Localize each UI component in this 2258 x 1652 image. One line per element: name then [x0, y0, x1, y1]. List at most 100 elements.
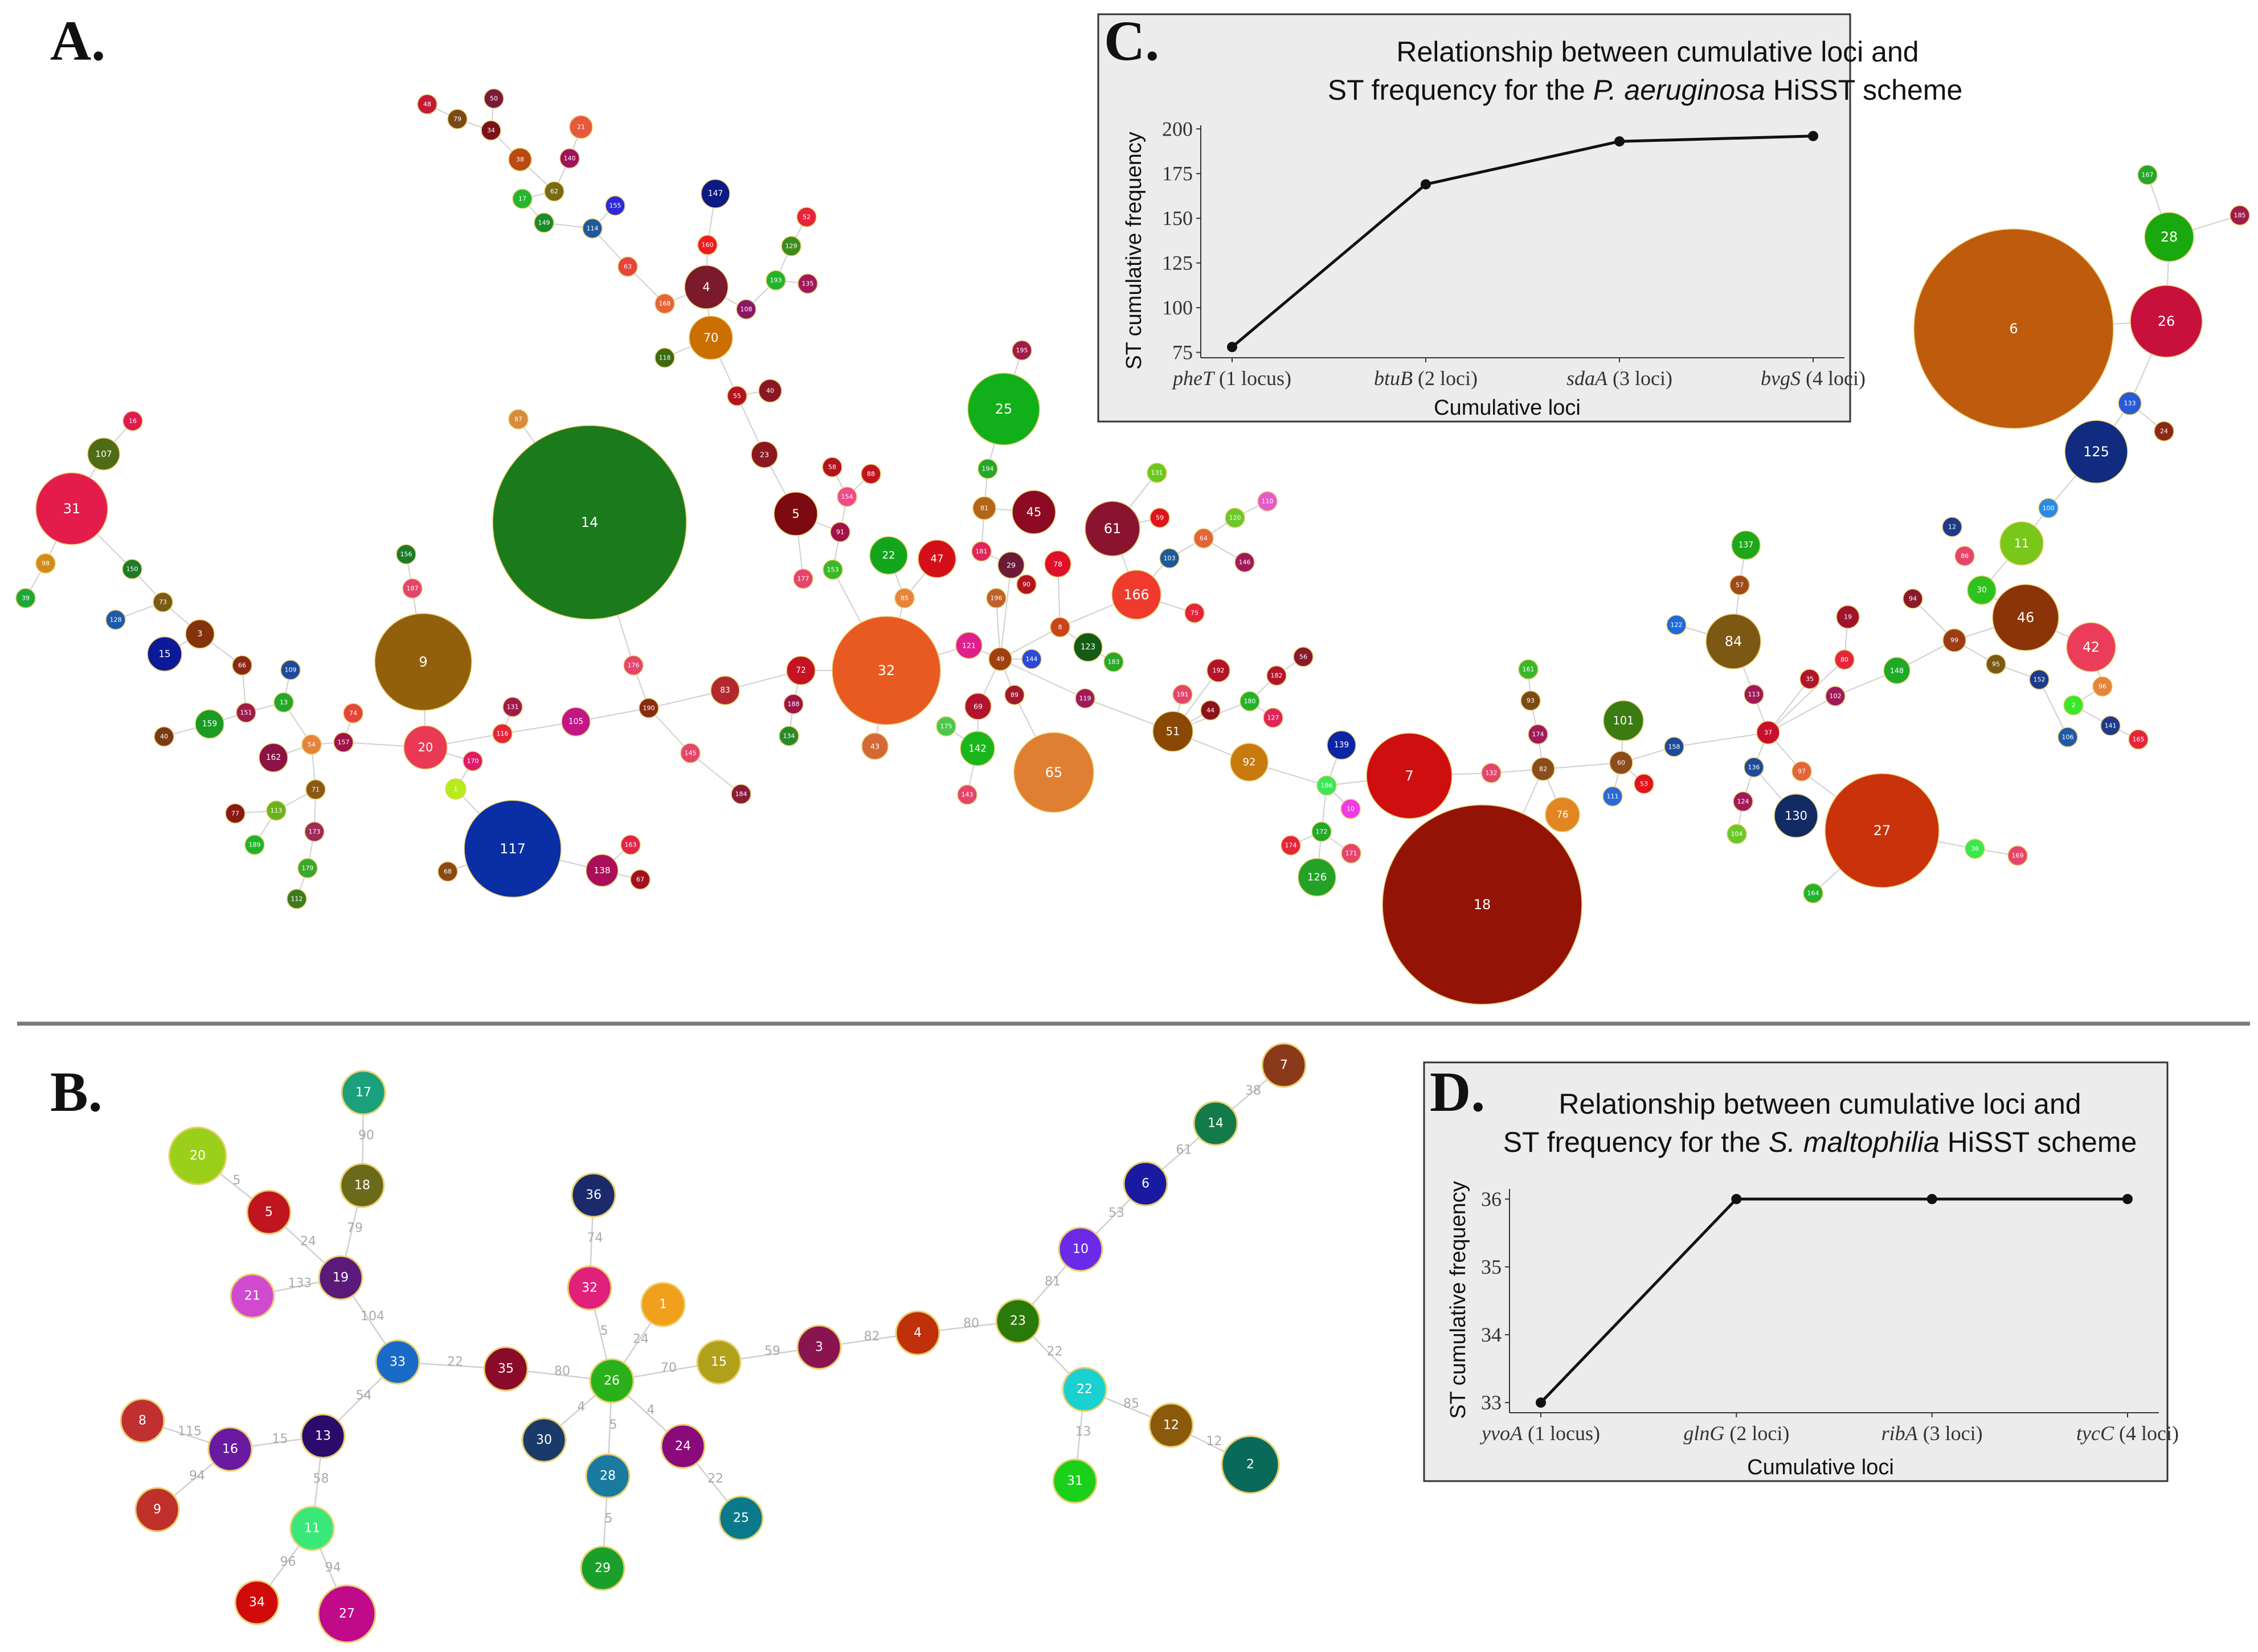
chart-d-title-line2: ST frequency for the S. maltophilia HiSS… [1503, 1126, 2137, 1158]
network-a-node-label: 181 [976, 548, 988, 555]
network-a-node: 192 [1206, 659, 1230, 682]
network-a-node: 176 [623, 655, 644, 676]
network-a-node-label: 105 [568, 717, 583, 726]
network-b-node: 31 [1052, 1458, 1098, 1504]
network-b-node-circle [796, 1324, 842, 1370]
network-a-node-label: 119 [1079, 695, 1091, 702]
network-a-node: 183 [1103, 652, 1124, 672]
network-a-node: 19 [1836, 605, 1860, 629]
network-a-node: 188 [783, 694, 804, 714]
network-a-node-circle [287, 889, 307, 909]
chart-d-y-tick-label: 35 [1481, 1256, 1502, 1278]
network-a-node: 16 [122, 411, 143, 431]
network-b-node: 7 [1261, 1042, 1307, 1088]
network-a-node-circle [630, 869, 651, 890]
chart-d-frame [1423, 1061, 2169, 1482]
network-a-node-label: 167 [2142, 171, 2154, 179]
network-a-node: 43 [861, 733, 889, 760]
network-a-node-label: 87 [514, 416, 522, 423]
network-a-node: 4 [684, 265, 729, 309]
chart-c-ylabel: ST cumulative frequency [1122, 132, 1146, 370]
network-a-node: 31 [35, 472, 108, 545]
network-a-node-circle [534, 212, 554, 233]
network-a-node-circle [1293, 647, 1314, 667]
network-a-node-circle [936, 716, 956, 737]
network-a-node: 193 [766, 270, 786, 291]
network-b-node-label: 14 [1208, 1117, 1224, 1131]
network-a-node-label: 60 [1617, 759, 1625, 767]
network-b-node: 33 [375, 1339, 420, 1385]
network-a-node-label: 112 [291, 895, 303, 903]
network-a-node: 113 [266, 800, 287, 821]
network-a-node: 101 [1603, 700, 1644, 741]
network-a-node-label: 192 [1213, 667, 1225, 674]
network-b-node-circle [696, 1339, 742, 1385]
network-a-node: 39 [15, 588, 36, 608]
network-a-node-circle [1883, 657, 1911, 684]
network-a-node: 57 [1729, 575, 1750, 595]
network-a-node: 79 [447, 109, 468, 129]
network-a-node-circle [481, 120, 501, 141]
network-a-node-circle [1103, 652, 1124, 672]
network-a-node-circle [1075, 688, 1095, 709]
network-a-node: 185 [2230, 205, 2250, 226]
network-a-node-label: 68 [444, 868, 452, 876]
network-b-node-circle [1221, 1435, 1280, 1494]
network-a-node-label: 53 [1640, 780, 1648, 788]
network-a-node: 52 [796, 207, 817, 227]
network-a-node-label: 159 [202, 719, 217, 729]
network-a-node: 103 [1159, 548, 1180, 569]
network-b-node: 25 [718, 1495, 764, 1541]
network-a-node: 127 [1263, 708, 1283, 728]
network-b-edge-label: 94 [189, 1469, 205, 1483]
network-a-node-circle [861, 464, 881, 484]
network-a-node: 14 [492, 425, 687, 620]
network-a-node: 174 [1528, 724, 1548, 745]
chart-d-y-tick-label: 36 [1481, 1188, 1502, 1211]
network-a-node-circle [964, 693, 992, 720]
network-b-node: 26 [589, 1358, 635, 1404]
network-a-node-circle [2007, 845, 2028, 866]
network-b-node-label: 30 [536, 1433, 552, 1447]
network-a-edge [690, 753, 742, 795]
chart-c-y-tick-label: 100 [1162, 296, 1193, 319]
network-a-node-label: 114 [587, 225, 599, 232]
network-a-node-circle [1012, 340, 1032, 361]
network-a-node-label: 64 [1200, 535, 1208, 542]
network-a-node: 90 [1016, 574, 1037, 595]
network-a-node-label: 147 [708, 189, 723, 198]
network-a-node: 94 [1903, 588, 1923, 609]
network-a-node: 3 [185, 619, 215, 649]
network-a-node-label: 44 [1206, 707, 1214, 714]
network-a-node: 128 [105, 610, 126, 630]
network-a-node-label: 58 [828, 464, 836, 471]
network-a-node-label: 163 [625, 841, 637, 849]
network-a-node-circle [832, 616, 941, 725]
network-a-node-circle [1234, 552, 1255, 573]
network-a-node: 40 [154, 726, 174, 747]
network-a-node-label: 85 [901, 595, 909, 602]
network-a-node-circle [244, 835, 265, 855]
network-a-node: 166 [1111, 570, 1161, 620]
network-a-node: 10 [1340, 799, 1361, 819]
network-a-node-label: 94 [1909, 595, 1917, 603]
network-b-node: 28 [585, 1453, 631, 1499]
network-a-node-label: 166 [1123, 587, 1149, 603]
network-b-node-circle [1058, 1226, 1103, 1272]
network-b-edge-label: 4 [578, 1400, 586, 1414]
network-a-node-circle [1666, 615, 1687, 635]
network-a-node: 123 [1073, 632, 1103, 662]
chart-d-data-point [1536, 1397, 1546, 1408]
network-b-node-circle [1148, 1402, 1194, 1448]
network-b-node-circle [317, 1584, 377, 1643]
network-b-node-circle [300, 1413, 346, 1459]
network-a-node-circle [1834, 649, 1855, 670]
network-a-node-circle [2144, 212, 2194, 262]
network-a-node-circle [464, 800, 562, 898]
network-b-edge-label: 22 [1047, 1345, 1063, 1359]
network-a-node-circle [1172, 684, 1193, 705]
network-b-node-label: 29 [595, 1561, 611, 1576]
network-b-node-label: 2 [1246, 1458, 1254, 1472]
network-a-node: 158 [1664, 737, 1684, 757]
network-a-node-label: 113 [1748, 691, 1760, 698]
